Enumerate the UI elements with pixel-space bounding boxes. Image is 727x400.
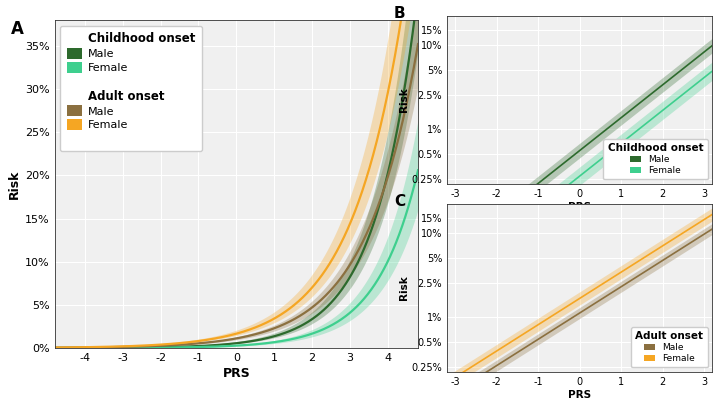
Legend: Male, Female: Male, Female [631,327,708,368]
X-axis label: PRS: PRS [222,367,250,380]
Text: C: C [394,194,405,209]
Text: A: A [11,20,24,38]
X-axis label: PRS: PRS [569,390,591,400]
Y-axis label: Risk: Risk [8,169,21,199]
Y-axis label: Risk: Risk [398,88,409,112]
Text: B: B [394,6,406,21]
Legend: Childhood onset, Male, Female, , Adult onset, Male, Female, : Childhood onset, Male, Female, , Adult o… [60,26,202,151]
Y-axis label: Risk: Risk [398,276,409,300]
X-axis label: PRS: PRS [569,202,591,212]
Legend: Male, Female: Male, Female [603,139,708,180]
